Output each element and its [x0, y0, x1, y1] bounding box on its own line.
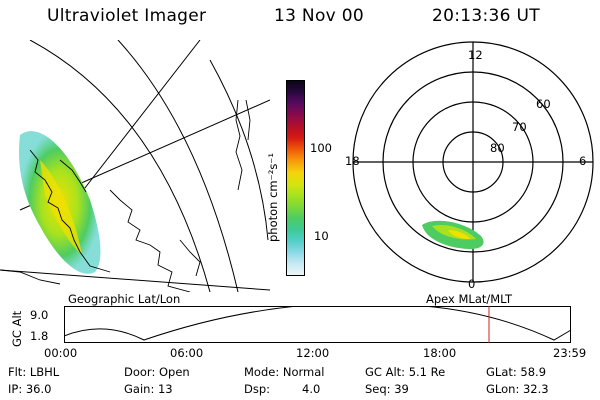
- mode-info: Mode: Normal: [244, 365, 325, 379]
- gc-alt-info: GC Alt: 5.1 Re: [365, 365, 446, 379]
- colorbar-tick-10: 10: [314, 229, 329, 243]
- aurora-emission-geo: [19, 131, 101, 274]
- image-date: 13 Nov 00: [274, 6, 364, 26]
- mlt-label-12: 12: [468, 48, 483, 62]
- altitude-ylabel: GC Alt: [10, 310, 24, 347]
- seq-info: Seq: 39: [365, 382, 409, 396]
- time-tick-0600: 06:00: [170, 346, 204, 360]
- time-tick-0000: 00:00: [44, 346, 78, 360]
- mag-panel-label: Apex MLat/MLT: [426, 292, 513, 306]
- colorbar-unit-label: photon cm⁻²s⁻¹: [266, 153, 280, 242]
- apex-polar-plot: [352, 41, 594, 283]
- coastlines: [0, 99, 251, 292]
- door-info: Door: Open: [124, 365, 190, 379]
- glat-info: GLat: 58.9: [486, 365, 547, 379]
- filter-info: Flt: LBHL: [8, 365, 60, 379]
- colorbar-tick-100: 100: [310, 141, 332, 155]
- altitude-ytick-low: 1.8: [30, 329, 49, 343]
- geo-panel-label: Geographic Lat/Lon: [68, 292, 181, 306]
- dsp-value: 4.0: [302, 382, 321, 396]
- intensity-colorbar: [286, 80, 305, 276]
- gain-info: Gain: 13: [124, 382, 173, 396]
- time-tick-1200: 12:00: [296, 346, 330, 360]
- aurora-emission-polar: [422, 220, 484, 250]
- instrument-title: Ultraviolet Imager: [47, 6, 207, 26]
- mlt-label-0: 0: [468, 277, 476, 291]
- mlt-label-6: 6: [579, 154, 587, 168]
- altitude-plot: [64, 306, 572, 343]
- glon-info: GLon: 32.3: [486, 382, 549, 396]
- ip-info: IP: 36.0: [8, 382, 52, 396]
- geographic-map: [0, 40, 270, 292]
- time-tick-1800: 18:00: [423, 346, 457, 360]
- image-time: 20:13:36 UT: [432, 6, 540, 26]
- lat-label-60: 60: [536, 97, 551, 111]
- lat-label-70: 70: [512, 120, 527, 134]
- mlt-label-18: 18: [345, 154, 360, 168]
- altitude-ytick-high: 9.0: [30, 308, 49, 322]
- lat-label-80: 80: [490, 141, 505, 155]
- time-tick-2359: 23:59: [553, 346, 587, 360]
- dsp-label: Dsp:: [244, 382, 271, 396]
